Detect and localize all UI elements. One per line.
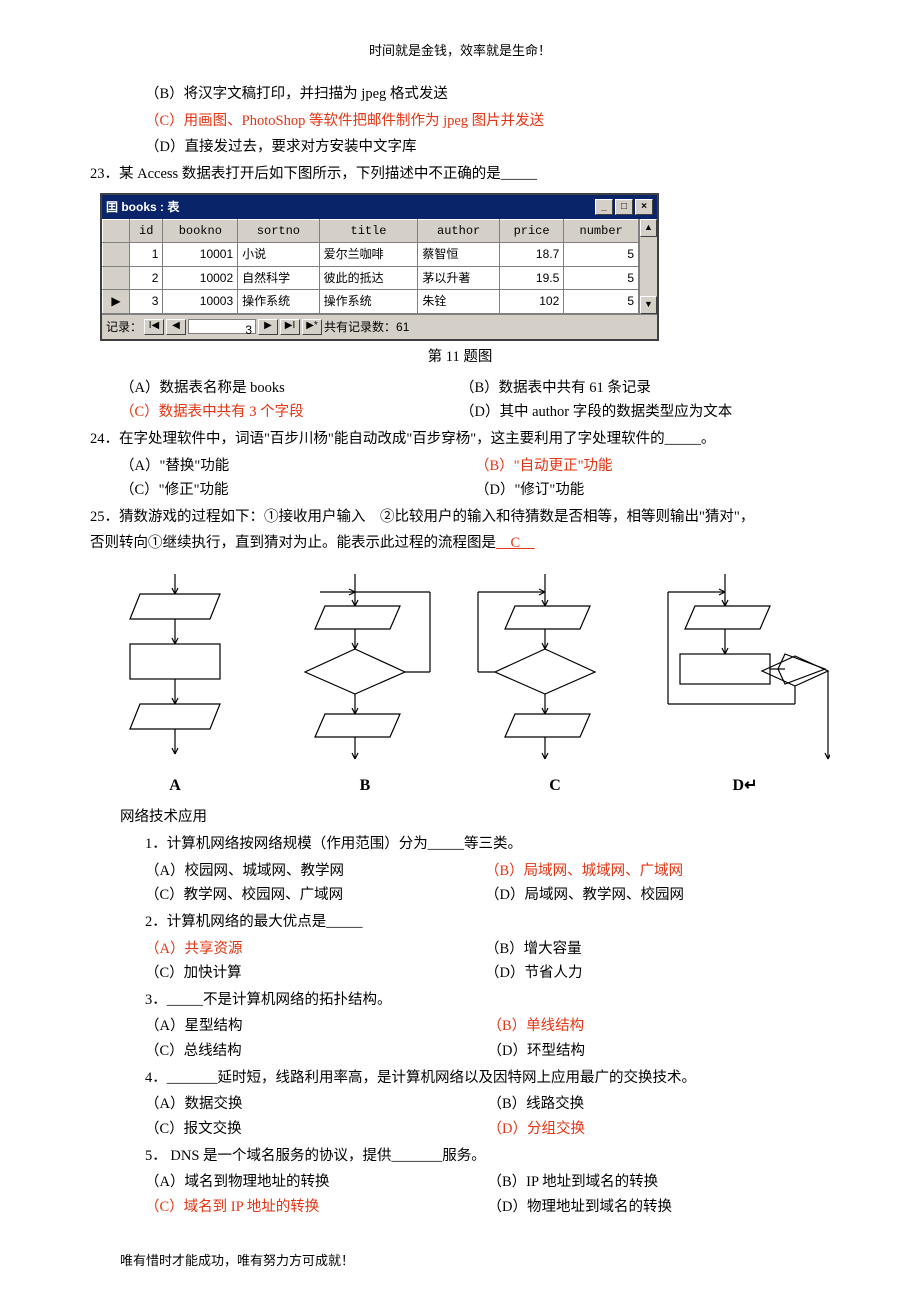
s2q3-c: （C）总线结构 xyxy=(145,1039,488,1064)
access-table-window: 囯 books : 表 _ □ × id bookno sortno title… xyxy=(100,193,659,341)
window-titlebar: 囯 books : 表 _ □ × xyxy=(102,195,657,219)
page-footer: 唯有惜时才能成功，唯有努力方可成就！ xyxy=(90,1250,830,1272)
s2q5-d: （D）物理地址到域名的转换 xyxy=(488,1195,831,1220)
nav-prev-icon[interactable]: ◀ xyxy=(166,319,186,335)
minimize-icon[interactable]: _ xyxy=(595,199,613,215)
scroll-up-icon[interactable]: ▲ xyxy=(640,219,657,237)
q22-opt-b: （B）将汉字文稿打印，并扫描为 jpeg 格式发送 xyxy=(90,82,830,107)
s2q5-c: （C）域名到 IP 地址的转换 xyxy=(145,1195,488,1220)
nav-next-icon[interactable]: ▶ xyxy=(258,319,278,335)
col-number[interactable]: number xyxy=(564,220,639,243)
col-author[interactable]: author xyxy=(418,220,500,243)
diagram-d: D↵ xyxy=(660,574,830,799)
table-row[interactable]: ▶ 3 10003 操作系统 操作系统 朱铨 102 5 xyxy=(103,290,639,313)
figure-caption: 第 11 题图 xyxy=(90,345,830,370)
nav-total: 共有记录数：61 xyxy=(324,317,409,337)
col-price[interactable]: price xyxy=(499,220,563,243)
nav-last-icon[interactable]: ▶I xyxy=(280,319,300,335)
window-title: 囯 books : 表 xyxy=(106,197,593,217)
q24-opt-d: （D）"修订"功能 xyxy=(475,478,830,503)
diagram-a: A xyxy=(90,574,260,799)
s2q2-c: （C）加快计算 xyxy=(145,961,485,986)
diagram-c-label: C xyxy=(470,772,640,799)
col-sortno[interactable]: sortno xyxy=(238,220,320,243)
vertical-scrollbar[interactable]: ▲ ▼ xyxy=(639,219,657,314)
s2q1-a: （A）校园网、城域网、教学网 xyxy=(145,859,485,884)
s2q2-d: （D）节省人力 xyxy=(485,961,830,986)
diagram-b: B xyxy=(280,574,450,799)
q25-stem-1: 25．猜数游戏的过程如下：①接收用户输入 ②比较用户的输入和待猜数是否相等，相等… xyxy=(90,505,830,530)
nav-label: 记录： xyxy=(106,317,142,337)
s2q1-b: （B）局域网、城域网、广域网 xyxy=(485,859,830,884)
s2q1-d: （D）局域网、教学网、校园网 xyxy=(485,883,830,908)
maximize-icon[interactable]: □ xyxy=(615,199,633,215)
col-bookno[interactable]: bookno xyxy=(163,220,238,243)
diagram-c: C xyxy=(470,574,640,799)
q25-answer: C xyxy=(496,535,535,551)
s2q3-b: （B）单线结构 xyxy=(488,1014,831,1039)
s2q3-a: （A）星型结构 xyxy=(145,1014,488,1039)
s2q5-a: （A）域名到物理地址的转换 xyxy=(145,1170,488,1195)
nav-first-icon[interactable]: I◀ xyxy=(144,319,164,335)
record-navigator: 记录： I◀ ◀ 3 ▶ ▶I ▶* 共有记录数：61 xyxy=(102,314,657,339)
scroll-down-icon[interactable]: ▼ xyxy=(640,296,657,314)
q25-stem-2: 否则转向①继续执行，直到猜对为止。能表示此过程的流程图是 C xyxy=(90,531,830,556)
s2q2-b: （B）增大容量 xyxy=(485,937,830,962)
q24-opt-b: （B）"自动更正"功能 xyxy=(475,454,830,479)
s2q4-b: （B）线路交换 xyxy=(488,1092,831,1117)
table-row[interactable]: 2 10002 自然科学 彼此的抵达 茅以升著 19.5 5 xyxy=(103,266,639,289)
s2q2-stem: 2．计算机网络的最大优点是_____ xyxy=(90,910,830,935)
s2q4-c: （C）报文交换 xyxy=(145,1117,488,1142)
diagram-a-label: A xyxy=(90,772,260,799)
s2q4-stem: 4．_______延时短，线路利用率高，是计算机网络以及因特网上应用最广的交换技… xyxy=(90,1066,830,1091)
s2q3-stem: 3．_____不是计算机网络的拓扑结构。 xyxy=(90,988,830,1013)
close-icon[interactable]: × xyxy=(635,199,653,215)
s2q1-stem: 1．计算机网络按网络规模（作用范围）分为_____等三类。 xyxy=(90,832,830,857)
s2q4-a: （A）数据交换 xyxy=(145,1092,488,1117)
nav-position-input[interactable]: 3 xyxy=(188,319,256,334)
table-row[interactable]: 1 10001 小说 爱尔兰咖啡 蔡智恒 18.7 5 xyxy=(103,243,639,266)
row-selector-header xyxy=(103,220,130,243)
s2q5-stem: 5． DNS 是一个域名服务的协议，提供_______服务。 xyxy=(90,1144,830,1169)
flowchart-diagrams: A B xyxy=(90,574,830,799)
s2q1-c: （C）教学网、校园网、广域网 xyxy=(145,883,485,908)
q24-opt-a: （A）"替换"功能 xyxy=(120,454,475,479)
q23-opt-c: （C）数据表中共有 3 个字段 xyxy=(120,400,460,425)
s2q5-b: （B）IP 地址到域名的转换 xyxy=(488,1170,831,1195)
diagram-d-label: D↵ xyxy=(660,772,830,799)
s2q4-d: （D）分组交换 xyxy=(488,1117,831,1142)
s2q2-a: （A）共享资源 xyxy=(145,937,485,962)
q22-opt-c: （C）用画图、PhotoShop 等软件把邮件制作为 jpeg 图片并发送 xyxy=(90,109,830,134)
section2-title: 网络技术应用 xyxy=(90,805,830,830)
q23-opt-d: （D）其中 author 字段的数据类型应为文本 xyxy=(460,400,830,425)
q24-opt-c: （C）"修正"功能 xyxy=(120,478,475,503)
data-grid: id bookno sortno title author price numb… xyxy=(102,219,639,314)
q24-stem: 24．在字处理软件中，词语"百步川杨"能自动改成"百步穿杨"，这主要利用了字处理… xyxy=(90,427,830,452)
col-title[interactable]: title xyxy=(319,220,418,243)
diagram-b-label: B xyxy=(280,772,450,799)
q23-opt-a: （A）数据表名称是 books xyxy=(120,376,460,401)
q22-opt-d: （D）直接发过去，要求对方安装中文字库 xyxy=(90,135,830,160)
q23-stem: 23．某 Access 数据表打开后如下图所示，下列描述中不正确的是_____ xyxy=(90,162,830,187)
q23-opt-b: （B）数据表中共有 61 条记录 xyxy=(460,376,830,401)
col-id[interactable]: id xyxy=(130,220,163,243)
nav-new-icon[interactable]: ▶* xyxy=(302,319,322,335)
s2q3-d: （D）环型结构 xyxy=(488,1039,831,1064)
page-header: 时间就是金钱，效率就是生命！ xyxy=(90,40,830,62)
